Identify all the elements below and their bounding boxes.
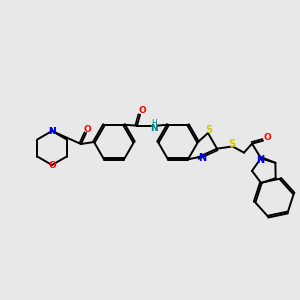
Text: N: N	[198, 153, 206, 163]
Text: O: O	[138, 106, 146, 115]
Text: S: S	[206, 125, 213, 135]
Text: N: N	[48, 127, 56, 136]
Text: N: N	[256, 155, 264, 165]
Text: H: H	[151, 119, 157, 128]
Text: N: N	[150, 124, 158, 133]
Text: O: O	[48, 160, 56, 169]
Text: N: N	[48, 127, 56, 136]
Text: O: O	[83, 124, 91, 134]
Text: O: O	[263, 133, 271, 142]
Text: S: S	[228, 139, 236, 149]
